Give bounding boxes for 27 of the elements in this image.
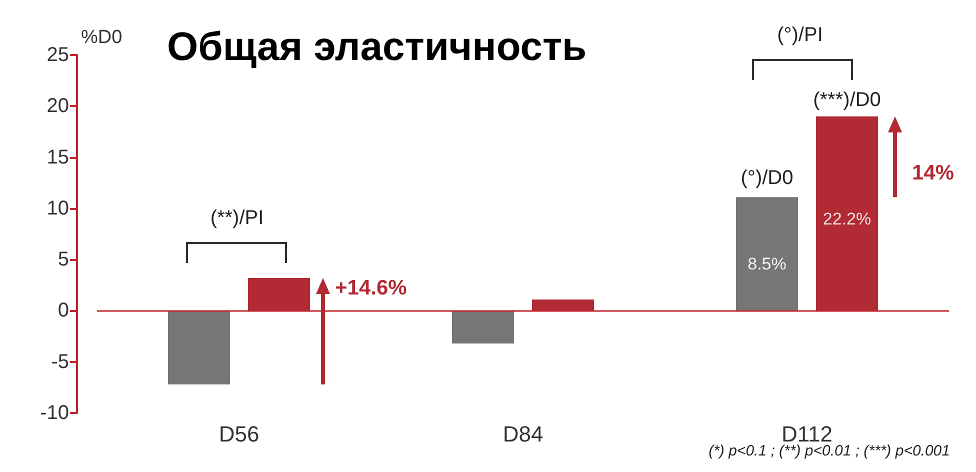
annotation: 22.2% (822, 210, 872, 228)
x-tick-label: D84 (502, 422, 544, 446)
y-tick-label: 25 (46, 44, 69, 66)
chart-title: Общая эластичность (167, 25, 587, 69)
annotation: (°)/D0 (740, 167, 794, 189)
bar (248, 278, 310, 311)
annotation: (***)/D0 (813, 89, 881, 111)
text: (°)/PI (777, 24, 823, 46)
y-tick-label: 15 (46, 146, 69, 168)
bar (168, 310, 230, 384)
y-tick-label: 10 (46, 197, 69, 220)
annotation: +14.6% (335, 276, 408, 300)
annotation: (**)/PI (210, 207, 264, 229)
bar (452, 310, 514, 344)
y-tick-label: 5 (58, 248, 69, 271)
bar (532, 299, 594, 311)
bar (736, 197, 798, 311)
bar (816, 116, 878, 311)
y-tick-label: -5 (51, 350, 69, 373)
annotation: 8.5% (748, 254, 786, 274)
y-tick-label: 0 (58, 300, 69, 322)
y-tick-label: 20 (46, 95, 69, 118)
annotation: 14% (912, 162, 954, 184)
y-tick-label: -10 (40, 402, 69, 424)
text: (*) p<0.1 ; (**) p<0.01 ; (***) p<0.001 (708, 442, 950, 460)
y-axis-title: %D0 (81, 27, 122, 48)
x-tick-label: D56 (218, 422, 260, 446)
